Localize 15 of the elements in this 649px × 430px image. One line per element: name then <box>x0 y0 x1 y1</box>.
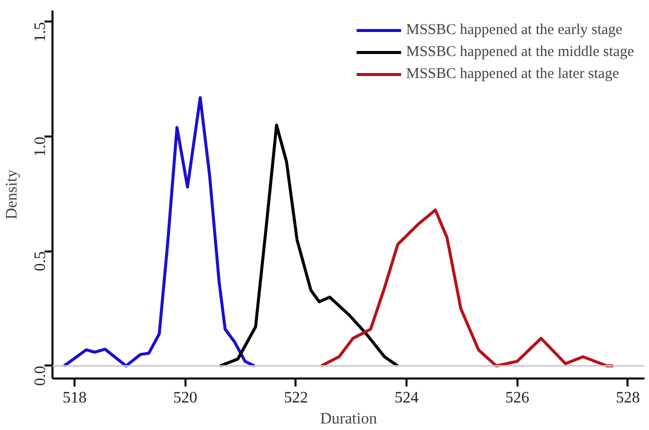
x-tick-label: 520 <box>173 390 198 406</box>
x-tick-label: 522 <box>284 390 308 406</box>
x-axis-title: Duration <box>320 410 377 428</box>
y-axis-title: Density <box>4 170 20 220</box>
y-tick-label: 0.5 <box>32 251 49 272</box>
legend-label: MSSBC happened at the middle stage <box>406 44 634 60</box>
legend-label: MSSBC happened at the later stage <box>406 66 619 82</box>
x-tick-label: 524 <box>394 390 419 406</box>
y-tick-label: 1.0 <box>32 136 49 157</box>
y-tick-label: 0.0 <box>32 366 49 386</box>
x-tick-label: 518 <box>62 390 87 406</box>
y-tick-label: 1.5 <box>32 22 49 42</box>
legend-label: MSSBC happened at the early stage <box>406 22 622 38</box>
x-tick-label: 528 <box>616 390 640 406</box>
x-tick-label: 526 <box>505 390 530 406</box>
